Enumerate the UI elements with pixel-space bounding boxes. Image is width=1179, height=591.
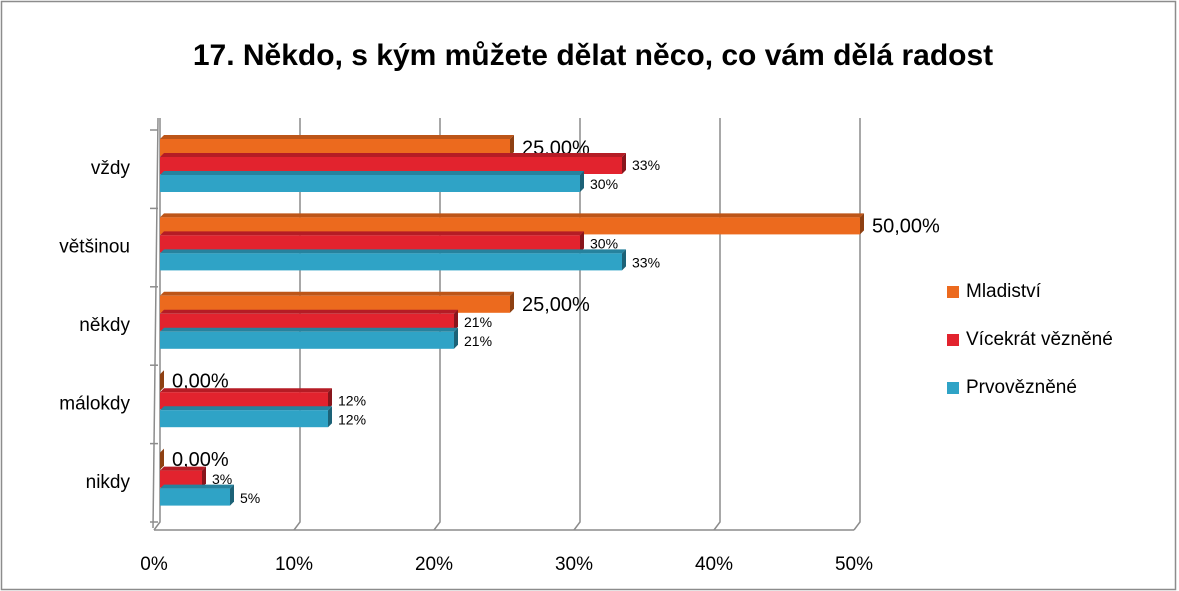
bar bbox=[160, 470, 202, 488]
y-tick-label: vždy bbox=[91, 158, 131, 179]
x-tick-label: 0% bbox=[140, 554, 168, 575]
legend-swatch bbox=[947, 382, 959, 394]
legend-label: Mladiství bbox=[966, 281, 1042, 302]
bar bbox=[160, 175, 580, 192]
chart-title: 17. Někdo, s kým můžete dělat něco, co v… bbox=[193, 39, 993, 72]
data-label: 21% bbox=[464, 333, 492, 349]
bar-side bbox=[580, 231, 584, 253]
x-tick-label: 50% bbox=[835, 554, 873, 575]
legend-swatch bbox=[947, 334, 959, 346]
data-label: 0,00% bbox=[172, 370, 229, 392]
bar-top bbox=[160, 153, 626, 157]
bar-side bbox=[202, 466, 206, 488]
data-label: 50,00% bbox=[872, 216, 940, 238]
bar-side bbox=[160, 370, 164, 392]
data-label: 30% bbox=[590, 176, 618, 192]
bar-top bbox=[160, 484, 234, 489]
bar-side bbox=[160, 448, 164, 470]
x-tick-label: 30% bbox=[555, 554, 593, 575]
x-tick-label: 20% bbox=[415, 554, 453, 575]
y-axis bbox=[152, 117, 159, 529]
data-label: 33% bbox=[632, 255, 660, 271]
bar-side bbox=[622, 153, 626, 174]
grid-line bbox=[153, 118, 161, 531]
y-tick-label: nikdy bbox=[86, 472, 131, 493]
data-label: 12% bbox=[338, 392, 366, 408]
bar-top bbox=[160, 406, 332, 411]
bar-top bbox=[160, 135, 514, 139]
bar-side bbox=[510, 135, 514, 156]
bar bbox=[160, 235, 580, 253]
bar bbox=[160, 253, 622, 271]
bar-top bbox=[160, 388, 332, 393]
data-label: 0,00% bbox=[172, 449, 229, 471]
grid-line bbox=[713, 118, 721, 531]
bar bbox=[160, 295, 510, 313]
bar-top bbox=[160, 213, 864, 218]
bar-side bbox=[510, 291, 514, 313]
x-tick-label: 10% bbox=[275, 554, 313, 575]
y-tick-label: někdy bbox=[79, 315, 130, 336]
bar-top bbox=[160, 291, 514, 296]
data-label: 3% bbox=[212, 471, 232, 487]
bar-side bbox=[580, 171, 584, 192]
bar-top bbox=[160, 249, 626, 254]
legend-label: Prvovězněné bbox=[966, 377, 1077, 398]
bar bbox=[160, 488, 230, 506]
data-label: 33% bbox=[632, 157, 660, 173]
bar-top bbox=[160, 309, 458, 314]
bar-top bbox=[160, 327, 458, 332]
data-label: 25,00% bbox=[522, 294, 590, 316]
bar-side bbox=[328, 388, 332, 410]
y-tick-label: málokdy bbox=[59, 393, 130, 414]
grid-line bbox=[853, 118, 861, 531]
legend-label: Vícekrát vězněné bbox=[966, 329, 1113, 350]
legend-swatch bbox=[947, 286, 959, 298]
bar-side bbox=[622, 249, 626, 271]
bar bbox=[160, 410, 328, 428]
bar-top bbox=[160, 466, 206, 471]
data-label: 5% bbox=[240, 490, 260, 506]
bar bbox=[160, 217, 860, 235]
bar-side bbox=[230, 484, 234, 506]
bar-side bbox=[454, 309, 458, 331]
bar-side bbox=[454, 327, 458, 349]
bar bbox=[160, 313, 454, 331]
data-label: 21% bbox=[464, 314, 492, 330]
bar bbox=[160, 139, 510, 156]
bar-top bbox=[160, 231, 584, 236]
bar bbox=[160, 392, 328, 410]
bar-top bbox=[160, 171, 584, 175]
data-label: 30% bbox=[590, 236, 618, 252]
data-label: 12% bbox=[338, 411, 366, 427]
x-tick-label: 40% bbox=[695, 554, 733, 575]
bar bbox=[160, 331, 454, 349]
bar-side bbox=[328, 406, 332, 428]
bar-side bbox=[860, 213, 864, 235]
y-tick-label: většinou bbox=[59, 237, 130, 258]
bar bbox=[160, 157, 622, 174]
